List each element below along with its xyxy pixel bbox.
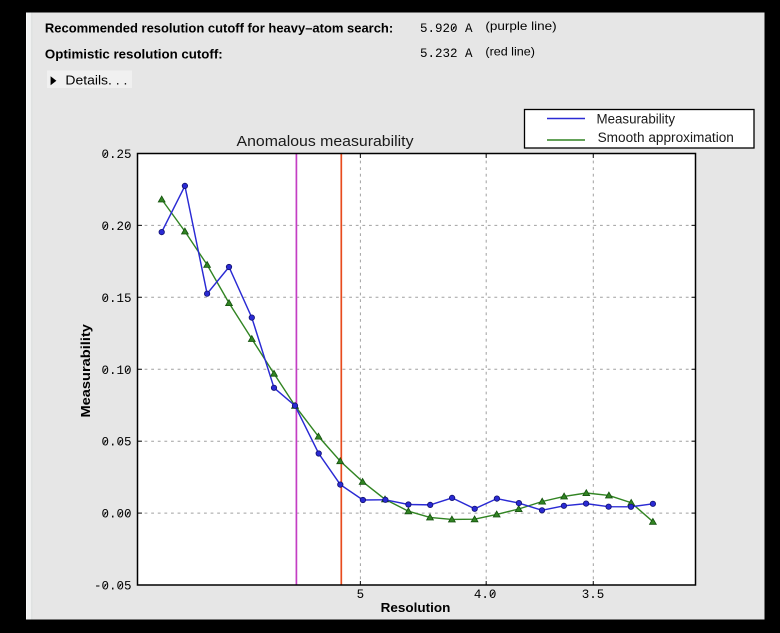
svg-text:0.00: 0.00 — [101, 508, 131, 522]
svg-text:0.10: 0.10 — [101, 364, 131, 378]
svg-text:0.15: 0.15 — [101, 292, 131, 306]
svg-text:Anomalous measurability: Anomalous measurability — [237, 134, 415, 150]
svg-text:4.0: 4.0 — [474, 588, 497, 602]
svg-text:Recommended resolution cutoff: Recommended resolution cutoff for heavy–… — [45, 21, 393, 36]
svg-text:(purple line): (purple line) — [485, 19, 556, 33]
svg-text:0.20: 0.20 — [101, 220, 131, 234]
svg-text:3.5: 3.5 — [582, 588, 605, 602]
svg-text:0.05: 0.05 — [101, 436, 131, 450]
svg-text:Details. . .: Details. . . — [65, 72, 127, 87]
svg-text:Measurability: Measurability — [597, 111, 676, 126]
svg-text:Measurability: Measurability — [78, 323, 93, 417]
svg-text:Resolution: Resolution — [381, 600, 451, 615]
svg-text:5: 5 — [357, 588, 365, 602]
svg-text:Optimistic resolution cutoff:: Optimistic resolution cutoff: — [45, 47, 223, 62]
svg-text:Smooth approximation: Smooth approximation — [598, 130, 734, 145]
svg-text:(red line): (red line) — [485, 44, 535, 58]
svg-text:0.25: 0.25 — [101, 148, 131, 162]
svg-text:5.920 A: 5.920 A — [420, 22, 473, 36]
svg-text:-0.05: -0.05 — [94, 580, 132, 594]
svg-text:5.232 A: 5.232 A — [420, 47, 473, 61]
